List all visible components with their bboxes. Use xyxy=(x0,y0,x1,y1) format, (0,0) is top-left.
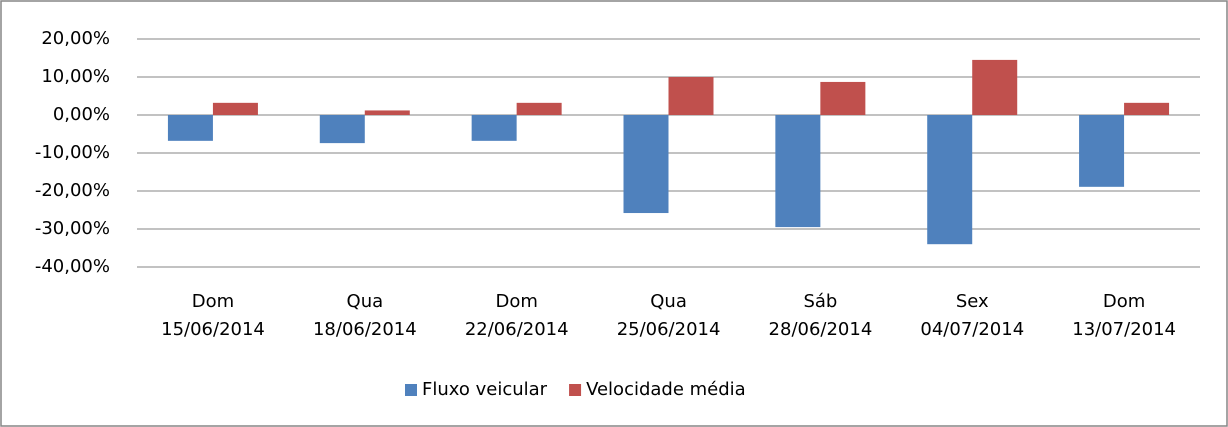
bar xyxy=(516,102,562,115)
bar xyxy=(972,59,1018,115)
x-tick-label: Dom 13/07/2014 xyxy=(1072,291,1177,340)
legend-swatch xyxy=(405,384,417,396)
bar xyxy=(668,77,714,115)
x-tick-label: Qua 25/06/2014 xyxy=(616,291,721,340)
bar xyxy=(623,115,669,214)
bar xyxy=(471,115,517,141)
x-tick-label: Sex 04/07/2014 xyxy=(920,291,1025,340)
bar xyxy=(1079,115,1125,187)
y-tick-label: 0,00% xyxy=(53,104,110,125)
y-tick-label: -40,00% xyxy=(35,256,110,277)
bar xyxy=(927,115,973,245)
x-tick-label: Sáb 28/06/2014 xyxy=(768,291,873,340)
y-tick-label: 10,00% xyxy=(41,66,110,87)
bar xyxy=(212,102,258,115)
bar xyxy=(820,81,866,115)
y-tick-label: -20,00% xyxy=(35,180,110,201)
bar xyxy=(167,115,213,141)
y-tick-label: -10,00% xyxy=(35,142,110,163)
bar xyxy=(775,115,821,228)
bar xyxy=(364,110,410,115)
bar xyxy=(319,115,365,144)
x-tick-label: Dom 15/06/2014 xyxy=(161,291,265,340)
legend-label: Velocidade média xyxy=(586,379,746,400)
y-tick-label: 20,00% xyxy=(41,28,110,49)
x-tick-label: Qua 18/06/2014 xyxy=(312,291,417,340)
legend-swatch xyxy=(569,384,582,396)
y-tick-label: -30,00% xyxy=(35,218,110,239)
legend-label: Fluxo veicular xyxy=(422,379,548,400)
x-tick-label: Dom 22/06/2014 xyxy=(464,291,569,340)
bar xyxy=(1124,102,1170,115)
